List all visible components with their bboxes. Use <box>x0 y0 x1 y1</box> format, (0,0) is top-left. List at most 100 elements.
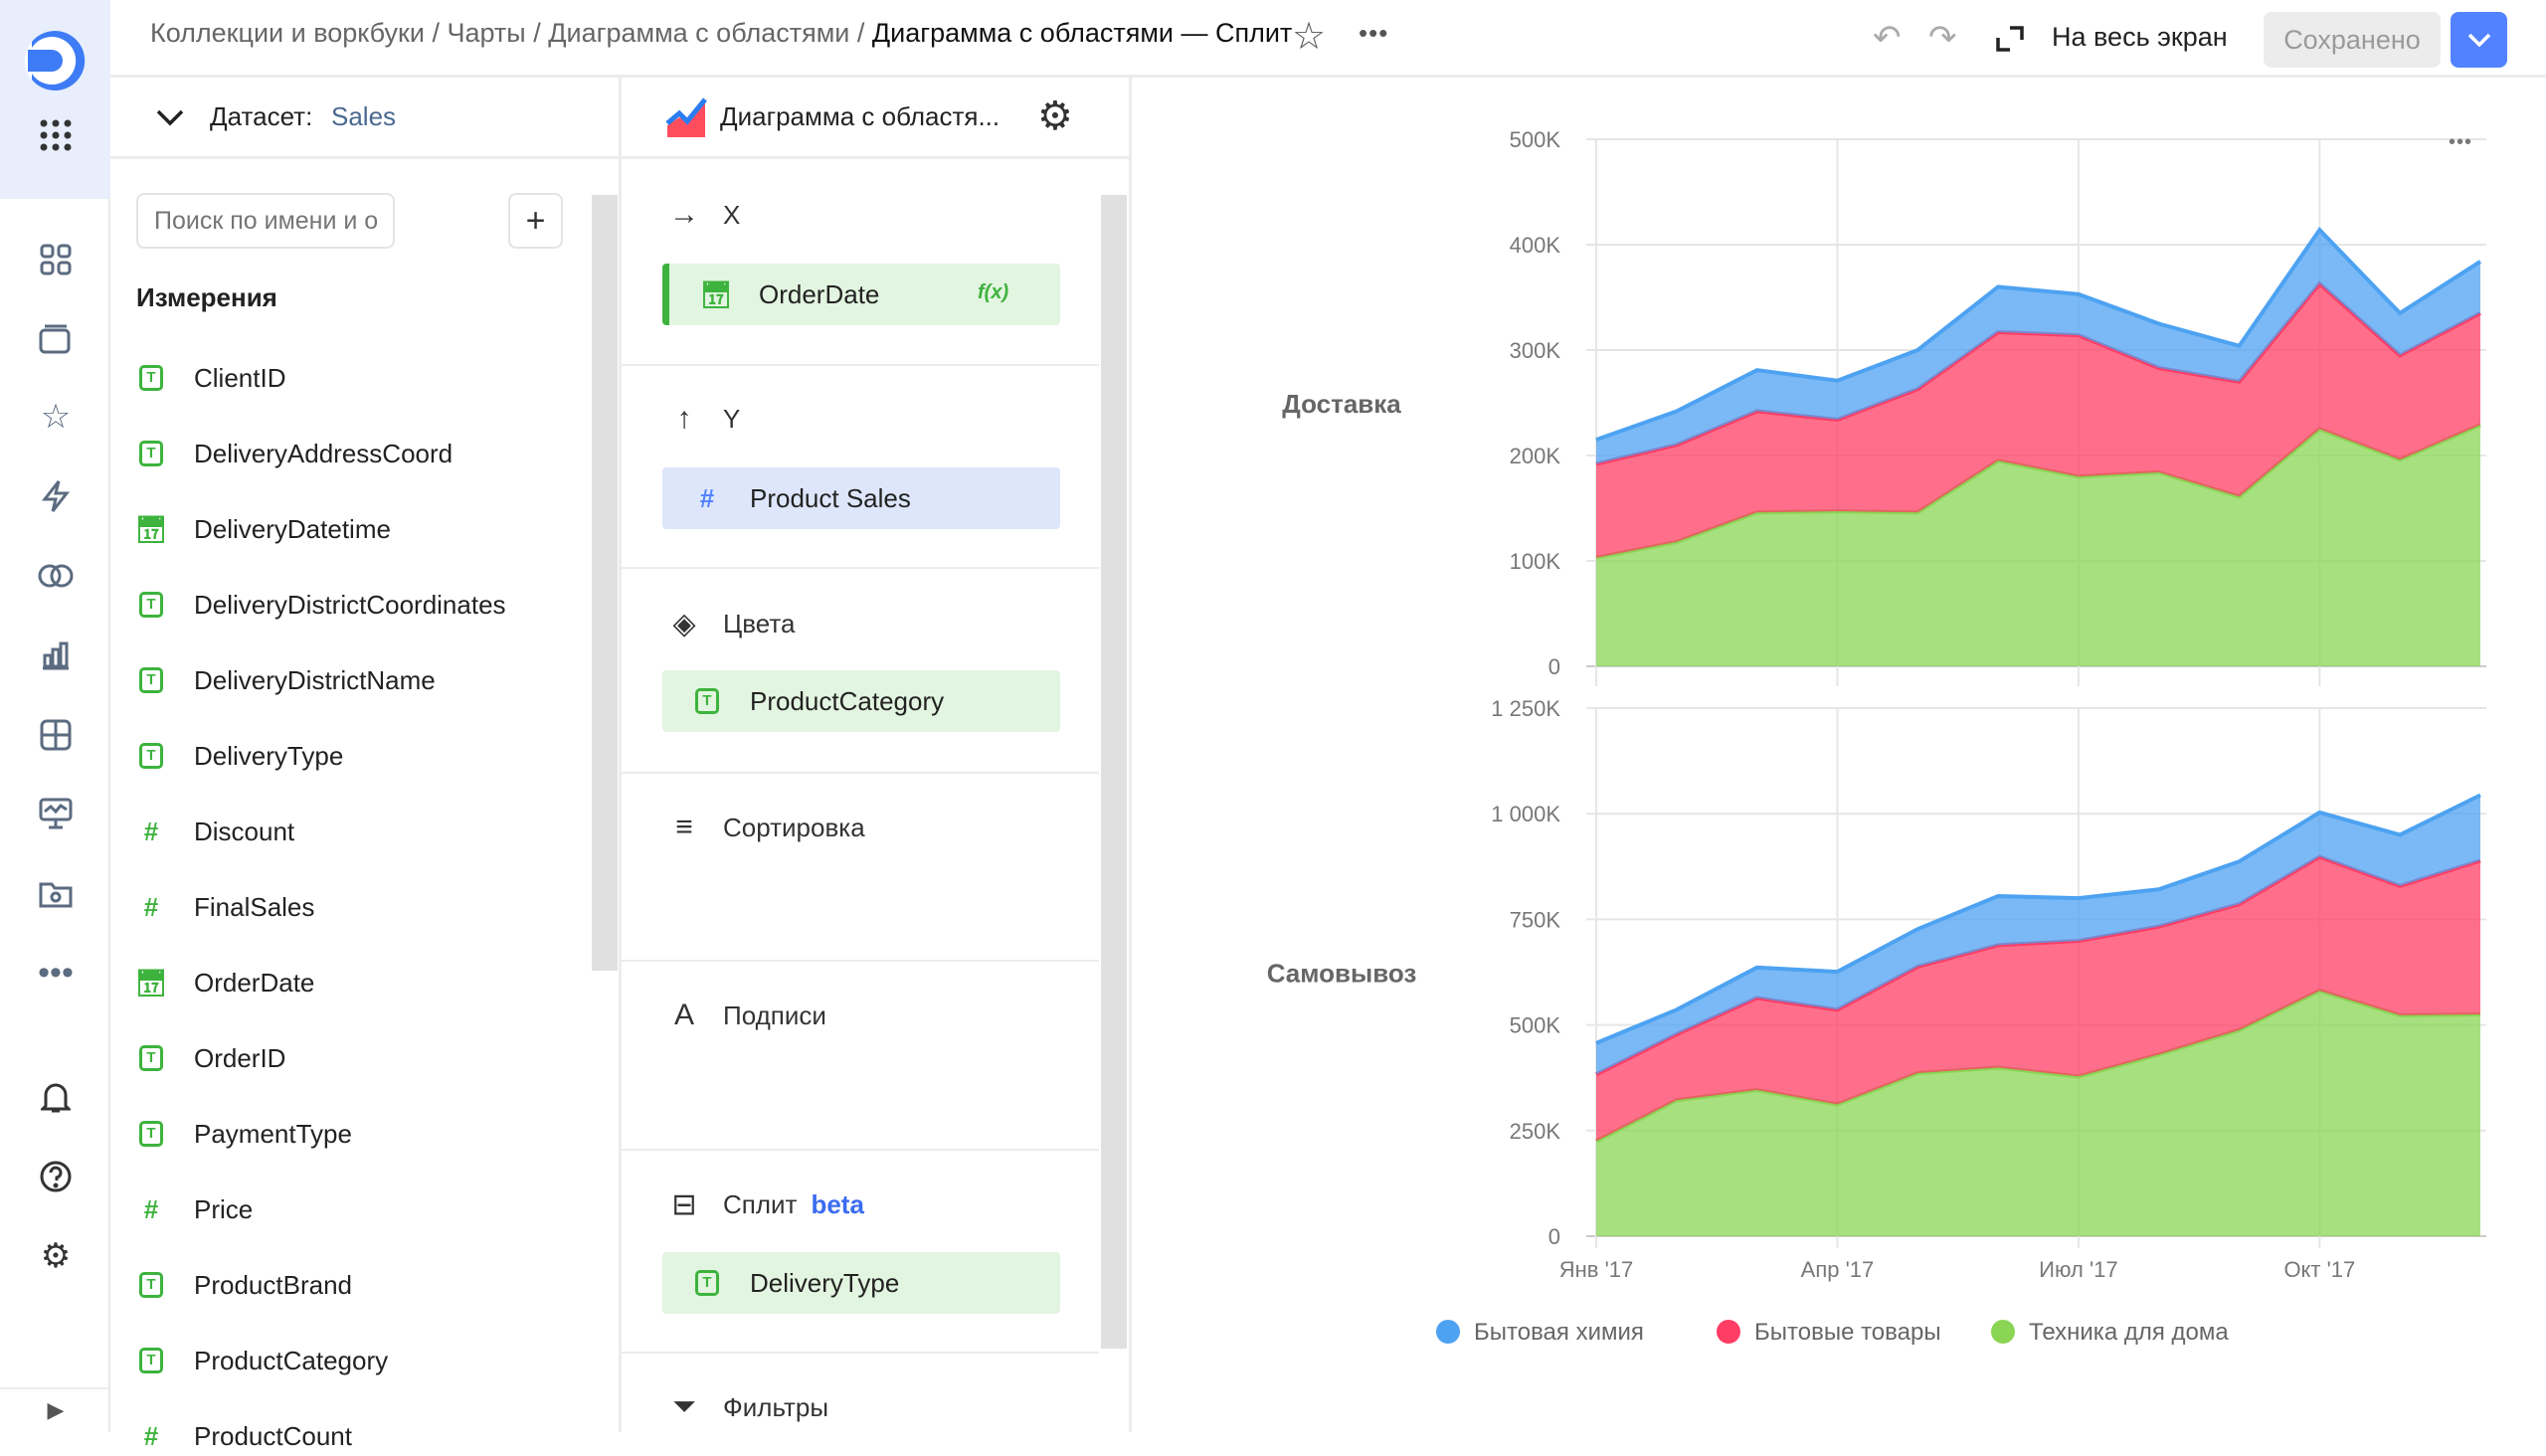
save-button[interactable]: Сохранено <box>2264 12 2441 68</box>
number-hash-icon: # <box>143 1420 159 1451</box>
table-icon[interactable] <box>30 709 82 761</box>
colors-field-chip[interactable]: T ProductCategory <box>662 670 1060 732</box>
field-search-input[interactable] <box>136 193 395 249</box>
chart-type-header: Диаграмма с областя... ⚙ <box>622 78 1129 159</box>
folder-icon[interactable] <box>30 867 82 919</box>
field-name: ProductCategory <box>194 1345 389 1375</box>
expand-nav-icon[interactable]: ▶ <box>47 1397 65 1422</box>
dataset-field-item[interactable]: T DeliveryDistrictName <box>136 660 436 700</box>
legend-marker <box>1991 1320 2015 1344</box>
area-series-0[interactable] <box>1596 795 2480 1075</box>
config-scrollbar[interactable] <box>1101 195 1127 1349</box>
split-row-label: Самовывоз <box>1267 959 1417 989</box>
area-series-1[interactable] <box>1596 856 2480 1142</box>
dataset-label: Датасет: <box>210 101 313 131</box>
area-chart: 0 100K 200K 300K 400K 500K Доставка 0 250K 500K 75… <box>1267 127 2486 1346</box>
chevron-down-icon[interactable] <box>156 109 184 127</box>
favorite-star-icon[interactable]: ☆ <box>1292 16 1327 58</box>
dataset-field-item[interactable]: T DeliveryAddressCoord <box>136 434 453 473</box>
y-tick-label: 750K <box>1510 907 1561 932</box>
dataset-field-item[interactable]: # Price <box>136 1189 253 1229</box>
letter-a-icon: A <box>673 999 694 1031</box>
field-name: DeliveryDistrictName <box>194 664 436 695</box>
more-actions-icon[interactable]: ••• <box>1359 18 1389 48</box>
legend-item[interactable]: Бытовые товары <box>1754 1319 1941 1346</box>
split-field-chip[interactable]: T DeliveryType <box>662 1252 1060 1314</box>
section-split-label: Сплит <box>723 1189 798 1219</box>
dataset-field-item[interactable]: T ProductCategory <box>136 1341 388 1380</box>
dataset-field-item[interactable]: T ProductBrand <box>136 1265 352 1305</box>
y-field-chip[interactable]: # Product Sales <box>662 467 1060 529</box>
dataset-field-item[interactable]: T OrderID <box>136 1038 285 1078</box>
connections-icon[interactable] <box>30 550 82 602</box>
dataset-header[interactable]: Датасет: Sales <box>110 78 619 159</box>
section-labels-label: Подписи <box>723 1000 826 1030</box>
redo-icon[interactable]: ↷ <box>1928 19 1957 57</box>
y-tick-label: 250K <box>1510 1119 1561 1144</box>
x-tick-label: Июл '17 <box>2039 1257 2117 1282</box>
breadcrumb-separator: / <box>533 18 541 48</box>
charts-icon[interactable] <box>30 630 82 681</box>
save-options-dropdown[interactable] <box>2451 12 2507 68</box>
settings-gear-icon[interactable]: ⚙ <box>40 1237 72 1275</box>
dataset-field-item[interactable]: # Discount <box>136 812 294 851</box>
divider <box>622 567 1099 569</box>
dataset-panel: Датасет: Sales + Измерения T ClientID T Del… <box>110 78 622 1451</box>
dataset-scrollbar[interactable] <box>592 195 618 971</box>
dataset-field-item[interactable]: T DeliveryType <box>136 736 343 776</box>
star-icon[interactable]: ☆ <box>40 398 72 436</box>
section-filters[interactable]: ⏷ Фильтры <box>667 1390 828 1424</box>
dataset-field-item[interactable]: # ProductCount <box>136 1416 352 1456</box>
bell-icon[interactable] <box>30 1071 82 1123</box>
dataset-field-item[interactable]: T DeliveryDistrictCoordinates <box>136 585 506 625</box>
dataset-field-item[interactable]: T ClientID <box>136 358 285 398</box>
breadcrumb-collections[interactable]: Коллекции и воркбуки <box>150 18 425 48</box>
dataset-field-item[interactable]: 📅︎ DeliveryDatetime <box>134 509 391 549</box>
breadcrumb-area-chart[interactable]: Диаграмма с областями <box>548 18 850 48</box>
divider <box>622 364 1099 366</box>
dataset-field-item[interactable]: 📅︎ OrderDate <box>135 963 315 1002</box>
chart-settings-gear-icon[interactable]: ⚙ <box>1037 94 1073 138</box>
text-field-icon: T <box>692 686 722 716</box>
datalens-logo-icon[interactable] <box>22 28 88 93</box>
area-series-0[interactable] <box>1596 230 2480 464</box>
section-labels[interactable]: A Подписи <box>667 999 826 1032</box>
fullscreen-button[interactable]: На весь экран <box>2052 22 2228 52</box>
apps-grid-icon[interactable] <box>30 109 82 161</box>
add-field-button[interactable]: + <box>508 193 563 249</box>
monitor-icon[interactable] <box>30 788 82 839</box>
section-x-label: X <box>723 199 741 230</box>
section-filters-label: Фильтры <box>723 1391 829 1422</box>
area-series-1[interactable] <box>1596 283 2480 558</box>
calendar-icon: 📅︎ <box>134 513 168 544</box>
arrow-up-icon: ↑ <box>676 402 692 435</box>
chart-menu-icon[interactable]: ••• <box>2449 131 2473 153</box>
help-icon[interactable] <box>30 1151 82 1202</box>
formula-badge[interactable]: f(x) <box>978 281 1009 303</box>
legend-item[interactable]: Техника для дома <box>2029 1319 2229 1346</box>
dataset-field-item[interactable]: T PaymentType <box>136 1114 352 1154</box>
lightning-icon[interactable] <box>30 470 82 522</box>
divider <box>622 1352 1099 1354</box>
legend-item[interactable]: Бытовая химия <box>1474 1319 1644 1346</box>
x-field-chip[interactable]: 📅︎ OrderDate f(x) <box>662 264 1060 325</box>
dashboard-grid-icon[interactable] <box>30 234 82 285</box>
more-icon[interactable]: ••• <box>38 953 74 992</box>
breadcrumb-charts[interactable]: Чарты <box>447 18 526 48</box>
series-line-1 <box>1595 854 2481 1077</box>
undo-icon[interactable]: ↶ <box>1873 19 1902 57</box>
dataset-name[interactable]: Sales <box>331 101 397 131</box>
area-series-2[interactable] <box>1596 991 2480 1236</box>
area-chart-type-icon <box>665 97 707 137</box>
field-name: Discount <box>194 816 295 846</box>
number-hash-icon: # <box>699 482 715 513</box>
dataset-field-item[interactable]: # FinalSales <box>136 887 315 927</box>
chart-config-panel: Диаграмма с областя... ⚙ → X 📅︎ OrderDate… <box>622 78 1132 1432</box>
y-tick-label: 0 <box>1548 1224 1560 1249</box>
area-series-2[interactable] <box>1596 425 2480 666</box>
chart-type-selector[interactable]: Диаграмма с областя... <box>720 101 1000 131</box>
section-sort[interactable]: ≡ Сортировка <box>667 811 864 844</box>
collections-icon[interactable] <box>30 312 82 364</box>
x-tick-label: Апр '17 <box>1801 1257 1875 1282</box>
fullscreen-icon[interactable] <box>1996 26 2024 57</box>
